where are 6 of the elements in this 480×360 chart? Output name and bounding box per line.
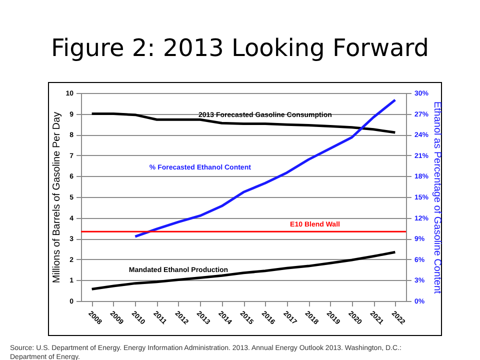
line-series <box>90 112 396 134</box>
chart-title: Figure 2: 2013 Looking Forward <box>50 33 430 64</box>
line-series <box>134 98 396 238</box>
y2-axis-title: Ethanol as Percentage of Gasoline Content <box>432 101 443 294</box>
line-series <box>90 250 396 290</box>
y-axis-title: Millions of Barrels of Gasoline Per Day <box>52 112 63 284</box>
